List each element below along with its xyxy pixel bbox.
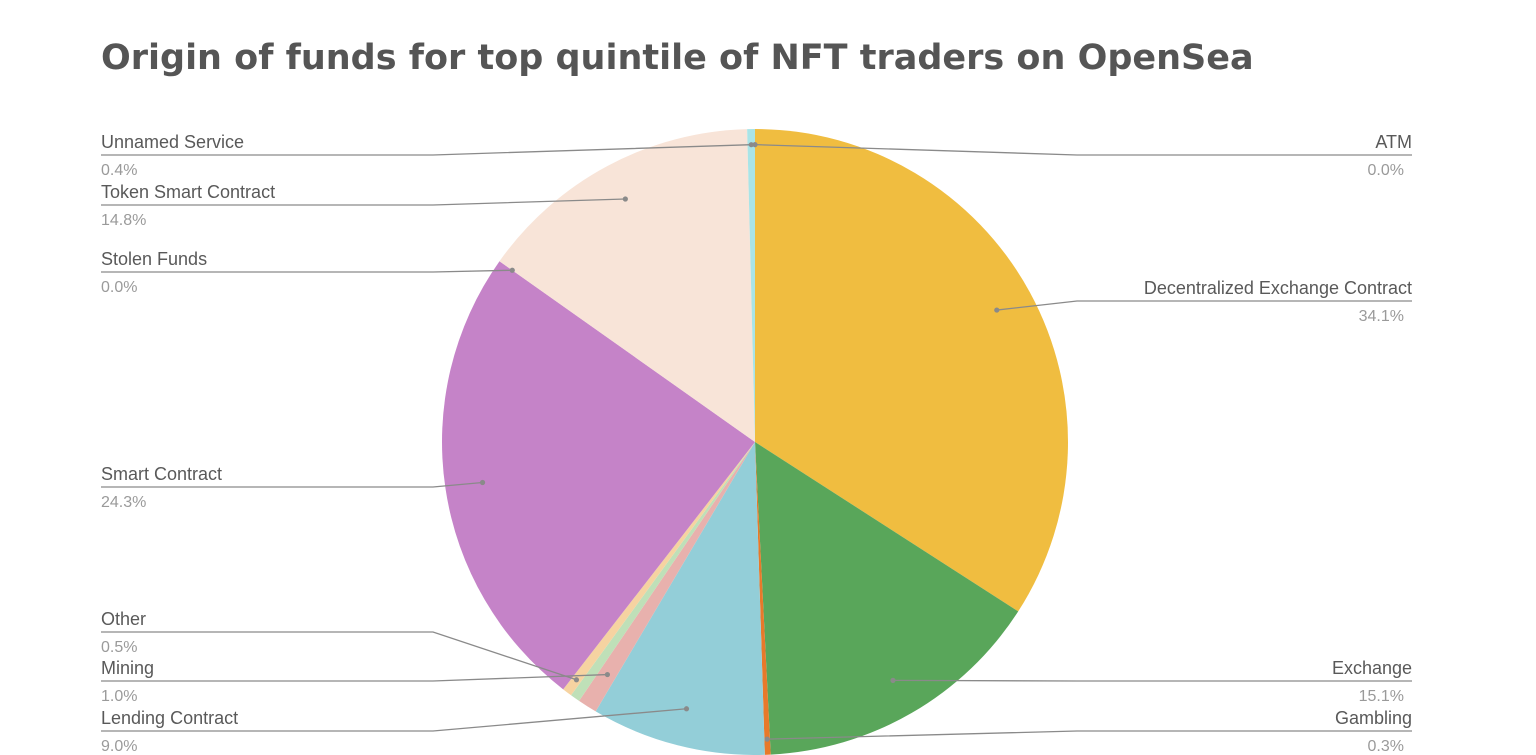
leader-dot-gambling bbox=[764, 736, 770, 742]
leader-dot-lending-contract bbox=[683, 706, 690, 712]
label-value-unnamed-service: 0.4% bbox=[101, 162, 137, 179]
label-name-decentralized-exchange-contract: Decentralized Exchange Contract bbox=[1144, 278, 1412, 298]
leader-line-token-smart-contract bbox=[101, 198, 626, 206]
leader-line-decentralized-exchange-contract bbox=[996, 300, 1412, 311]
label-value-other: 0.5% bbox=[101, 639, 137, 656]
leader-dot-mining bbox=[604, 671, 611, 678]
leader-dot-other bbox=[573, 677, 580, 683]
leader-dot-stolen-funds bbox=[509, 267, 515, 273]
slice-lending-contract-4 bbox=[595, 442, 765, 755]
leader-line-mining bbox=[101, 673, 608, 682]
leader-line-atm bbox=[754, 144, 1412, 156]
label-value-mining: 1.0% bbox=[101, 688, 137, 705]
label-name-mining: Mining bbox=[101, 658, 154, 678]
slice-token-smart-contract-10 bbox=[499, 129, 755, 442]
leader-dot-unnamed-service bbox=[748, 142, 754, 148]
label-value-smart-contract: 24.3% bbox=[101, 494, 146, 511]
leader-line-exchange bbox=[892, 679, 1412, 682]
leader-dot-exchange bbox=[890, 677, 896, 683]
leader-dot-token-smart-contract bbox=[622, 196, 628, 202]
leader-line-other bbox=[101, 631, 577, 681]
leader-dot-atm bbox=[752, 142, 758, 148]
leader-line-unnamed-service bbox=[101, 144, 752, 156]
label-value-token-smart-contract: 14.8% bbox=[101, 212, 146, 229]
label-name-exchange: Exchange bbox=[1332, 658, 1412, 678]
label-value-stolen-funds: 0.0% bbox=[101, 279, 137, 296]
label-value-atm: 0.0% bbox=[1368, 162, 1404, 179]
label-name-other: Other bbox=[101, 609, 146, 629]
leader-dot-decentralized-exchange-contract bbox=[994, 307, 1000, 313]
leader-line-smart-contract bbox=[101, 481, 483, 488]
slice-decentralized-exchange-contract-1 bbox=[755, 129, 1068, 612]
leader-line-stolen-funds bbox=[101, 269, 513, 273]
label-name-token-smart-contract: Token Smart Contract bbox=[101, 182, 275, 202]
label-name-unnamed-service: Unnamed Service bbox=[101, 132, 244, 152]
label-value-decentralized-exchange-contract: 34.1% bbox=[1359, 308, 1404, 325]
label-value-gambling: 0.3% bbox=[1368, 738, 1404, 755]
slice-other-7 bbox=[563, 442, 755, 696]
label-name-lending-contract: Lending Contract bbox=[101, 708, 238, 728]
slice-other-6 bbox=[571, 442, 755, 701]
leader-line-gambling bbox=[767, 730, 1412, 740]
chart-title: Origin of funds for top quintile of NFT … bbox=[101, 38, 1254, 78]
label-name-stolen-funds: Stolen Funds bbox=[101, 249, 207, 269]
slice-mining-5 bbox=[579, 442, 755, 712]
slice-gambling-3 bbox=[755, 442, 771, 755]
slice-unnamed-service-11 bbox=[747, 129, 755, 442]
leader-line-lending-contract bbox=[101, 708, 687, 732]
label-name-gambling: Gambling bbox=[1335, 708, 1412, 728]
label-name-smart-contract: Smart Contract bbox=[101, 464, 222, 484]
slice-exchange-2 bbox=[755, 442, 1019, 755]
leader-dot-smart-contract bbox=[479, 479, 486, 486]
slice-smart-contract-8 bbox=[442, 261, 755, 690]
label-name-atm: ATM bbox=[1375, 132, 1412, 152]
label-value-exchange: 15.1% bbox=[1359, 688, 1404, 705]
label-value-lending-contract: 9.0% bbox=[101, 738, 137, 755]
